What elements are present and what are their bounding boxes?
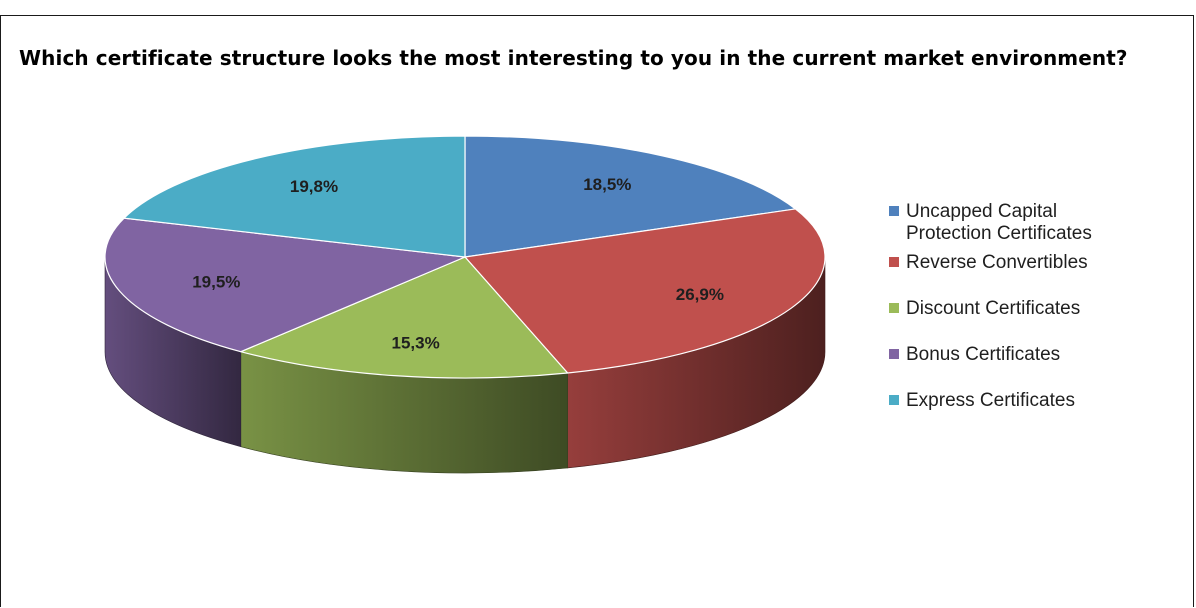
pie-slice-bonus-certificates (104, 217, 466, 353)
pie-slices (104, 135, 826, 474)
pie-slice-express-certificates (123, 135, 466, 258)
legend-swatch (889, 257, 899, 267)
pie-slice-uncapped-capital-protection-certificates (464, 135, 796, 258)
legend-item-discount-certificates: Discount Certificates (889, 298, 1080, 319)
data-label: 19,5% (192, 273, 240, 292)
data-label: 26,9% (676, 285, 724, 304)
legend-item-reverse-convertibles: Reverse Convertibles (889, 252, 1088, 273)
legend-label: Protection Certificates (906, 223, 1092, 244)
data-label: 15,3% (392, 334, 440, 353)
data-label: 19,8% (290, 177, 338, 196)
pie-slice-discount-certificates (240, 256, 569, 379)
data-labels: 18,5% 26,9% 15,3% 19,5% 19,8% (192, 175, 724, 352)
data-label: 18,5% (583, 175, 631, 194)
survey-question: Which certificate structure looks the mo… (19, 46, 1128, 70)
legend-label: Express Certificates (906, 390, 1075, 411)
legend-label: Uncapped Capital (906, 201, 1057, 222)
legend-swatch (889, 349, 899, 359)
legend-swatch (889, 206, 899, 216)
legend-label: Bonus Certificates (906, 344, 1060, 365)
legend-swatch (889, 395, 899, 405)
legend-swatch (889, 303, 899, 313)
chart-frame (0, 15, 1194, 607)
legend-item-bonus-certificates: Bonus Certificates (889, 344, 1060, 365)
legend-label: Discount Certificates (906, 298, 1080, 319)
pie-slice-reverse-convertibles (464, 208, 826, 374)
legend-label: Reverse Convertibles (906, 252, 1088, 273)
legend-item-express-certificates: Express Certificates (889, 390, 1075, 411)
